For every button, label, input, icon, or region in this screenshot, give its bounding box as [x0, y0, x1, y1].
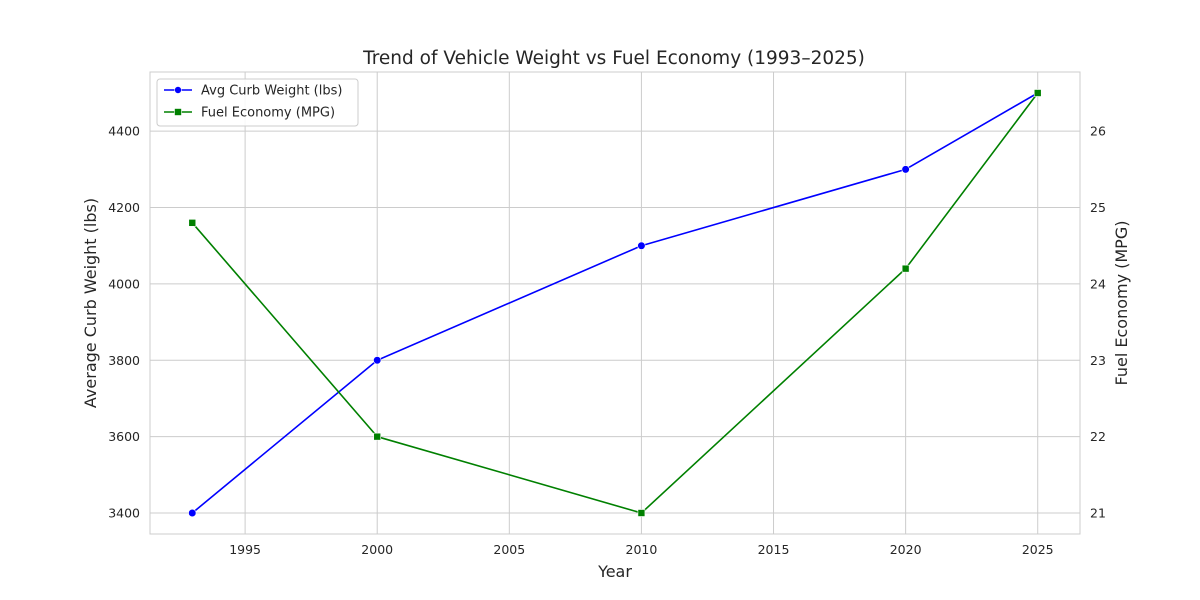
y-left-tick-label: 4000: [108, 276, 140, 291]
data-point-weight: [901, 165, 910, 174]
legend-marker-weight: [174, 86, 182, 94]
x-tick-label: 2000: [361, 542, 393, 557]
y-right-tick-label: 26: [1090, 124, 1106, 139]
data-point-mpg: [188, 219, 197, 227]
y-right-tick-label: 22: [1090, 429, 1106, 444]
y-right-tick-label: 24: [1090, 276, 1106, 291]
x-tick-label: 1995: [229, 542, 261, 557]
x-tick-labels: 1995 2000 2005 2010 2015 2020 2025: [229, 542, 1053, 557]
y-left-tick-label: 4400: [108, 124, 140, 139]
x-tick-label: 2020: [890, 542, 922, 557]
data-point-mpg: [373, 432, 382, 441]
data-point-mpg: [1033, 89, 1042, 97]
legend-marker-mpg: [174, 108, 182, 116]
series-mpg: [188, 89, 1042, 517]
y-left-axis-title: Average Curb Weight (lbs): [81, 198, 100, 408]
legend-label-mpg: Fuel Economy (MPG): [201, 106, 335, 121]
legend-box: [156, 78, 359, 127]
series-layer: [188, 88, 1042, 518]
plot-border: [149, 71, 1081, 535]
y-left-tick-label: 3400: [108, 506, 140, 521]
x-tick-label: 2025: [1022, 542, 1054, 557]
grid-lines: [150, 72, 1080, 534]
data-point-weight: [188, 508, 197, 518]
y-left-tick-label: 3800: [108, 353, 140, 368]
y-right-axis-title: Fuel Economy (MPG): [1112, 221, 1131, 386]
y-right-tick-label: 21: [1090, 506, 1106, 521]
y-right-tick-label: 25: [1090, 200, 1106, 215]
data-point-weight: [637, 241, 646, 250]
x-axis-title: Year: [597, 562, 632, 581]
x-tick-label: 2015: [758, 542, 790, 557]
y-right-tick-label: 23: [1090, 353, 1106, 368]
x-tick-label: 2010: [626, 542, 658, 557]
data-point-mpg: [901, 264, 910, 273]
legend: Avg Curb Weight (lbs) Fuel Economy (MPG): [156, 78, 359, 127]
legend-label-weight: Avg Curb Weight (lbs): [201, 84, 342, 99]
axis-spines: [149, 71, 1081, 535]
data-point-weight: [373, 356, 382, 365]
x-tick-label: 2005: [493, 542, 525, 557]
data-point-mpg: [637, 509, 646, 517]
y-left-tick-label: 3600: [108, 429, 140, 444]
plot-area: [150, 72, 1080, 534]
y-left-tick-label: 4200: [108, 200, 140, 215]
chart-title: Trend of Vehicle Weight vs Fuel Economy …: [362, 48, 865, 69]
y-left-tick-labels: 3400 3600 3800 4000 4200 4400: [108, 124, 140, 521]
y-right-tick-labels: 21 22 23 24 25 26: [1090, 124, 1106, 521]
